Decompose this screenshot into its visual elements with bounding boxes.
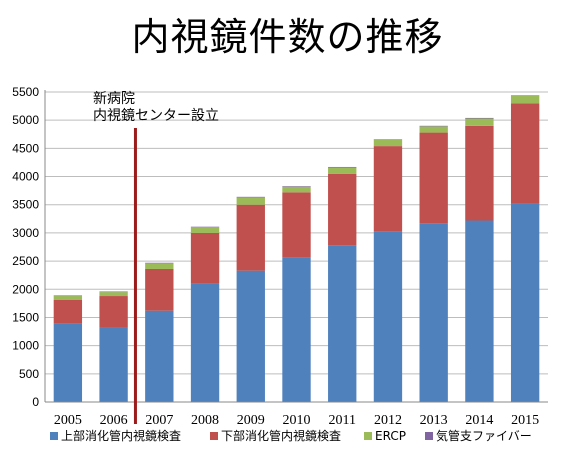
bar-segment [465, 117, 494, 119]
legend-label: 気管支ファイバー [436, 428, 532, 443]
bar-segment [510, 103, 540, 204]
bar-segment [190, 227, 220, 233]
bar-segment [99, 292, 128, 297]
bar-segment [373, 146, 403, 232]
bar-segment [190, 226, 220, 228]
bar-segment [328, 245, 357, 402]
bar-segment [465, 220, 494, 402]
axes [44, 90, 548, 403]
bar-segment [145, 263, 174, 269]
legend-swatch [50, 432, 58, 440]
x-tick-label: 2011 [328, 413, 355, 428]
bar-segment [282, 186, 311, 187]
y-tick-label: 0 [32, 395, 39, 409]
legend-label: 下部消化管内視鏡検査 [221, 428, 341, 443]
bar-segment [419, 223, 448, 402]
y-tick-label: 5500 [12, 85, 39, 99]
y-tick-label: 2000 [12, 282, 39, 296]
bar-segment [282, 257, 311, 402]
bar-segment [328, 166, 357, 168]
legend-label: 上部消化管内視鏡検査 [61, 428, 181, 443]
y-tick-label: 3500 [12, 198, 39, 212]
x-tick-label: 2015 [511, 413, 539, 428]
x-tick-label: 2009 [237, 413, 265, 428]
y-tick-label: 4500 [12, 141, 39, 155]
x-tick-label: 2010 [283, 413, 311, 428]
y-tick-label: 5000 [12, 113, 39, 127]
bar-segment [145, 310, 174, 402]
x-tick-label: 2005 [54, 413, 82, 428]
y-tick-label: 2500 [12, 254, 39, 268]
x-tick-label: 2007 [145, 413, 173, 428]
x-tick-label: 2013 [420, 413, 448, 428]
bar-segment [373, 231, 403, 402]
bar-segment [145, 268, 174, 311]
bar-segment [190, 232, 220, 284]
annotation: 新病院 内視鏡センター設立 [93, 91, 219, 424]
bar-segment [236, 204, 265, 271]
bar-segment [373, 139, 403, 147]
x-tick-label: 2012 [374, 413, 402, 428]
chart-title: 内視鏡件数の推移 [131, 15, 444, 59]
bar-segment [190, 283, 220, 402]
bar-segment [465, 118, 494, 126]
bars [53, 95, 540, 402]
x-tick-label: 2008 [191, 413, 219, 428]
bar-segment [53, 323, 83, 402]
annotation-text-line-2: 内視鏡センター設立 [93, 108, 219, 124]
y-tick-label: 1000 [12, 339, 39, 353]
bar-segment [419, 125, 448, 127]
bar-segment [510, 95, 540, 104]
bar-segment [373, 139, 403, 140]
bar-segment [99, 327, 128, 402]
x-tick-labels: 2005 2006 2007 2008 2009 2010 2011 2012 2013 2014… [54, 413, 539, 428]
bar-segment [282, 192, 311, 258]
bar-segment [510, 203, 540, 402]
legend-label: ERCP [375, 429, 406, 443]
bar-segment [419, 132, 448, 224]
bar-segment [236, 270, 265, 402]
bar-segment [99, 291, 128, 293]
y-tick-label: 1500 [12, 310, 39, 324]
x-tick-label: 2014 [465, 413, 493, 428]
y-tick-label: 3000 [12, 226, 39, 240]
annotation-text-line-1: 新病院 [93, 91, 135, 107]
bar-segment [465, 125, 494, 221]
x-tick-label: 2006 [100, 413, 128, 428]
legend: 上部消化管内視鏡検査 下部消化管内視鏡検査 ERCP 気管支ファイバー [50, 428, 532, 443]
bar-segment [282, 186, 311, 193]
y-tick-labels: 0 500 1000 1500 2000 2500 3000 3500 4000 4500 5000… [12, 85, 39, 409]
bar-segment [236, 197, 265, 205]
bar-segment [53, 296, 83, 300]
bar-segment [328, 173, 357, 246]
bar-segment [328, 167, 357, 174]
bar-segment [145, 262, 174, 264]
bar-segment [53, 295, 83, 297]
legend-swatch [210, 432, 218, 440]
y-tick-label: 4000 [12, 170, 39, 184]
bar-segment [53, 299, 83, 324]
legend-swatch [364, 432, 372, 440]
bar-segment [510, 95, 540, 96]
legend-swatch [425, 432, 433, 440]
bar-segment [419, 126, 448, 133]
bar-segment [99, 296, 128, 328]
bar-segment [236, 196, 265, 198]
y-tick-label: 500 [19, 367, 39, 381]
